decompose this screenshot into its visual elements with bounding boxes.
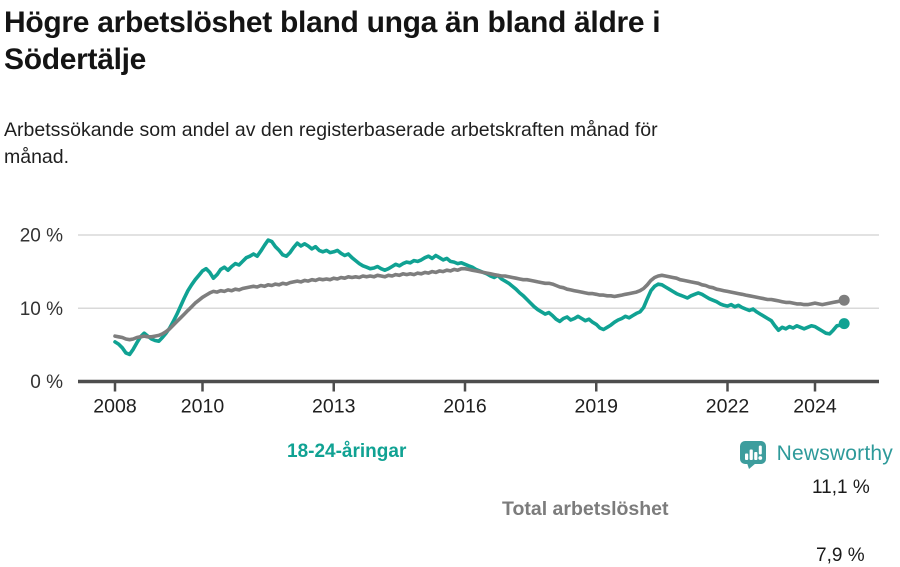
series-line-total [113,266,847,342]
chart-subtitle-line2: månad. [4,146,70,168]
series-end-dot-total [838,294,850,306]
page-title: Högre arbetslöshet bland unga än bland ä… [4,4,896,78]
chart-subtitle-line1: Arbetssökande som andel av den registerb… [4,119,658,141]
x-axis-tick-label: 2010 [181,396,225,418]
chart-subtitle: Arbetssökande som andel av den registerb… [4,117,884,171]
bar-chart-speech-bubble-icon [739,441,766,469]
end-value-label-total: 11,1 % [812,477,870,498]
y-axis-tick-label: 20 % [20,226,63,247]
x-axis-tick-label: 2008 [93,396,136,418]
newsworthy-attribution: Newsworthy [738,439,893,469]
x-axis-tick-label: 2024 [793,396,837,418]
y-axis-tick-label: 0 % [30,372,63,393]
brand-name: Newsworthy [776,442,893,465]
x-axis-tick-label: 2016 [443,396,486,418]
x-axis-tick-label: 2019 [575,396,618,418]
page-title-line2: Södertälje [4,43,147,76]
series-line-young [113,238,847,357]
end-value-label-young: 7,9 % [816,545,865,566]
chart-canvas: 20 % 10 % 0 % 2008 2010 2013 2016 2019 2022 2024 [20,226,879,418]
x-axis-tick-label: 2022 [706,396,749,418]
line-chart: 20 % 10 % 0 % 2008 2010 2013 2016 2019 2022 2024 … [0,210,900,566]
page-title-line1: Högre arbetslöshet bland unga än bland ä… [4,6,661,39]
series-end-dot-young [838,318,850,330]
series-label-total: Total arbetslöshet [502,498,669,520]
x-axis-tick-label: 2013 [312,396,355,418]
y-axis-tick-label: 10 % [20,299,63,320]
series-label-young: 18-24-åringar [287,441,407,462]
